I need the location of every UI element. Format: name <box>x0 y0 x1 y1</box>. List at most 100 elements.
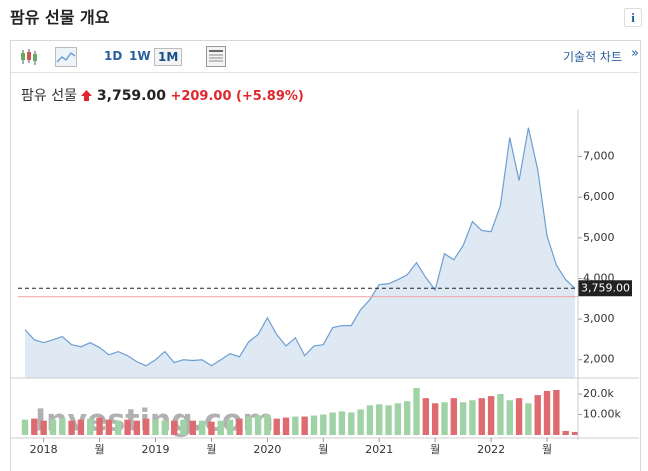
volume-bar <box>329 412 336 435</box>
volume-bar <box>96 417 103 435</box>
up-arrow <box>81 90 93 101</box>
volume-bar <box>543 390 551 435</box>
x-tick-label: 2021 <box>365 443 393 456</box>
volume-bar <box>21 419 29 435</box>
volume-bar <box>40 420 47 435</box>
info-button[interactable]: i <box>624 8 642 27</box>
volume-bar <box>170 420 178 435</box>
volume-bar <box>497 394 504 435</box>
volume-bar <box>469 400 476 435</box>
x-tick-label: 월 <box>542 443 552 456</box>
volume-bar <box>152 419 159 435</box>
volume-bar <box>133 420 141 435</box>
volume-bar <box>459 402 467 435</box>
volume-bar <box>301 416 308 435</box>
more-link[interactable]: » <box>631 46 639 61</box>
volume-bar <box>236 418 243 435</box>
volume-bar <box>161 420 169 435</box>
y-tick-label: 2,000 <box>583 353 615 366</box>
volume-bar <box>245 416 252 435</box>
volume-tick-label: 10.00k <box>583 408 621 421</box>
volume-bar <box>59 418 66 435</box>
volume-bar <box>226 419 234 435</box>
volume-bar <box>534 395 541 435</box>
volume-bar <box>264 414 271 435</box>
area-icon[interactable] <box>55 47 77 67</box>
volume-bar <box>180 419 187 435</box>
y-tick-label: 7,000 <box>583 150 615 163</box>
volume-bar <box>320 414 327 435</box>
volume-bar <box>310 415 318 435</box>
change: +209.00 <box>170 89 232 104</box>
volume-bar <box>217 420 224 435</box>
volume-bar <box>254 415 262 435</box>
price: 3,759.00 <box>96 88 166 104</box>
volume-bar <box>394 403 402 435</box>
x-tick-label: 월 <box>430 443 440 456</box>
volume-bar <box>87 418 94 435</box>
x-tick-label: 2022 <box>477 443 505 456</box>
x-tick-label: 월 <box>318 443 328 456</box>
volume-bar <box>115 420 122 435</box>
volume-bar <box>413 387 420 435</box>
volume-bar <box>562 430 569 435</box>
volume-bar <box>338 411 346 435</box>
x-tick-label: 월 <box>206 443 216 456</box>
volume-bar <box>105 419 113 435</box>
volume-bar <box>348 412 355 435</box>
current-price-label: 3,759.00 <box>581 281 630 294</box>
volume-bar <box>366 405 374 435</box>
quote: 팜유 선물 3,759.00 +209.00 (+5.89%) <box>21 85 304 105</box>
interval-button[interactable]: 1D <box>104 49 123 63</box>
price-line <box>24 127 576 367</box>
chart-panel <box>10 40 641 471</box>
volume-bar <box>124 419 131 435</box>
volume-tick-label: 20.0k <box>583 387 614 400</box>
technical-chart-link[interactable]: 기술적 차트 <box>563 50 623 64</box>
x-tick-label: 2019 <box>142 443 170 456</box>
volume-bar <box>506 400 513 435</box>
interval-button[interactable]: 1W <box>129 49 151 63</box>
x-tick-label: 2020 <box>253 443 281 456</box>
interval-button-active[interactable]: 1M <box>154 48 183 66</box>
volume-bar <box>189 420 196 435</box>
volume-bar <box>515 398 523 435</box>
volume-bar <box>273 418 280 435</box>
volume-bar <box>441 402 448 435</box>
volume-bar <box>431 403 439 435</box>
volume-bar <box>198 420 206 435</box>
change-percent: (+5.89%) <box>235 89 304 104</box>
volume-bar <box>571 431 579 435</box>
volume-bar <box>31 418 38 435</box>
volume-bar <box>142 418 150 435</box>
volume-bar <box>292 416 299 435</box>
volume-bar <box>525 403 532 435</box>
x-tick-label: 월 <box>95 443 105 456</box>
volume-bar <box>282 417 290 435</box>
volume-bar <box>208 421 215 435</box>
price-area <box>25 127 575 378</box>
volume-bar <box>422 398 430 435</box>
current-price-box <box>578 280 632 297</box>
y-tick-label: 3,000 <box>583 312 615 325</box>
volume-bar <box>49 419 57 435</box>
toolbar: 1D 1W 1M 기술적 차트 » <box>11 41 639 73</box>
table-icon[interactable] <box>206 46 226 67</box>
y-tick-label: 6,000 <box>583 190 615 203</box>
volume-bar <box>450 398 458 435</box>
candle-icon[interactable] <box>19 48 39 66</box>
volume-bar <box>553 389 560 435</box>
volume-bar <box>478 398 485 435</box>
x-tick-label: 2018 <box>30 443 58 456</box>
volume-bar <box>487 396 495 435</box>
volume-bar <box>357 409 364 435</box>
header-title: 팜유 선물 개요 <box>10 8 110 27</box>
volume-bar <box>404 401 411 435</box>
volume-bar <box>68 420 75 435</box>
volume-bar <box>376 404 383 435</box>
instrument-name: 팜유 선물 <box>21 88 77 104</box>
volume-bar <box>385 405 392 435</box>
volume-bar <box>77 419 85 435</box>
y-tick-label: 5,000 <box>583 231 615 244</box>
